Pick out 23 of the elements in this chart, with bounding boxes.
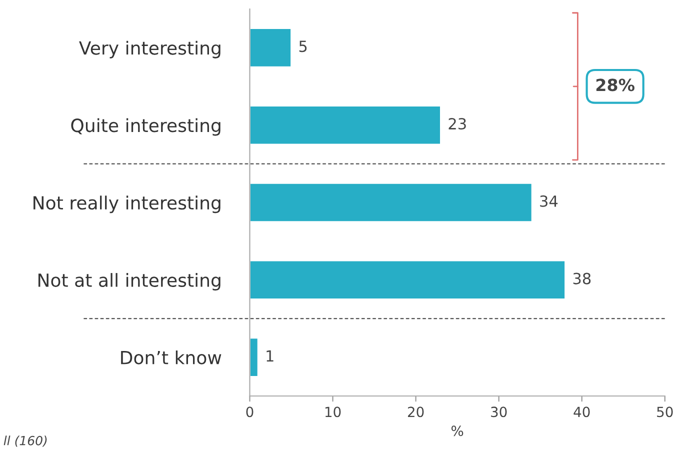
data-label: 38 [573, 272, 591, 284]
x-tick-label: 40 [574, 406, 590, 418]
y-tick-label: Very interesting [79, 40, 220, 58]
data-label: 23 [448, 118, 466, 130]
text: ll (160) [4, 436, 47, 447]
bar [250, 28, 292, 68]
data-label: 34 [540, 195, 558, 207]
y-tick-label: Don’t know [121, 350, 222, 364]
y-tick-label: Not at all interesting [38, 273, 220, 291]
bar [250, 105, 442, 146]
x-axis-title: % [451, 426, 464, 436]
x-tick-label: 20 [408, 406, 424, 418]
x-tick-label: 50 [657, 406, 673, 418]
annotation: 28% [596, 78, 634, 92]
bar [250, 260, 566, 300]
x-tick-label: 30 [491, 406, 507, 418]
x-tick-label: 10 [325, 406, 341, 418]
y-tick-label: Quite interesting [71, 118, 220, 136]
bar [250, 182, 533, 223]
x-tick-label: 0 [246, 406, 254, 418]
data-label: 5 [299, 40, 307, 52]
y-tick-label: Not really interesting [34, 196, 220, 214]
data-label: 1 [266, 350, 274, 362]
